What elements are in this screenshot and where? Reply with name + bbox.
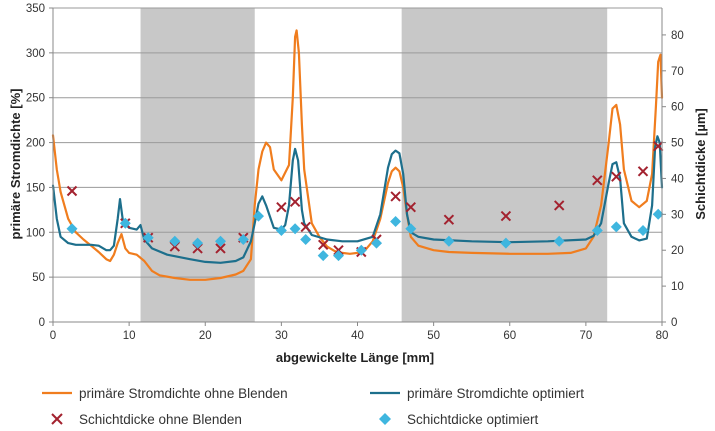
diamond-marker-24	[652, 208, 664, 220]
legend-label-teal-line: primäre Stromdichte optimiert	[407, 386, 584, 401]
y-tick-label-right-10: 10	[671, 281, 684, 293]
x-tick-label-30: 30	[275, 330, 288, 342]
y-tick-label-right-40: 40	[671, 173, 684, 185]
x-tick-label-70: 70	[579, 330, 592, 342]
diamond-marker-23	[637, 225, 649, 236]
y-tick-label-right-0: 0	[671, 317, 677, 329]
cross-marker-15	[390, 191, 401, 202]
series-line-2	[51, 135, 664, 264]
legend-swatch-diamond-marker	[379, 413, 391, 425]
legend-swatch-cross-marker	[51, 413, 63, 425]
x-axis-title: abgewickelte Länge [mm]	[276, 350, 434, 365]
legend-label-diamond: Schichtdicke optimiert	[407, 412, 539, 427]
cross-marker-9	[289, 196, 301, 208]
diamond-marker-18	[443, 235, 455, 247]
y-tick-label-right-60: 60	[671, 102, 684, 114]
cross-marker-16	[405, 201, 417, 213]
cross-marker-20	[592, 175, 603, 186]
y-tick-label-right-50: 50	[671, 138, 684, 150]
x-tick-label-60: 60	[503, 330, 516, 342]
cross-marker-18	[500, 210, 512, 222]
y-tick-label-left-0: 0	[39, 317, 45, 329]
series-line-1	[51, 29, 664, 281]
diamond-marker-11	[300, 234, 312, 245]
diamond-marker-9	[275, 225, 287, 236]
x-tick-label-20: 20	[199, 330, 212, 342]
diamond-marker-19	[500, 237, 512, 249]
cross-marker-10	[300, 221, 311, 233]
y-tick-label-right-80: 80	[671, 30, 684, 42]
x-tick-label-40: 40	[351, 330, 364, 342]
diamond-marker-8	[253, 210, 264, 222]
cross-marker-23	[652, 140, 664, 152]
y-tick-label-left-250: 250	[26, 93, 45, 105]
diamond-marker-21	[591, 225, 603, 236]
diamond-marker-16	[390, 216, 402, 227]
cross-marker-6	[215, 243, 226, 254]
legend-item-teal-line: primäre Stromdichte optimiert	[370, 386, 584, 401]
diamond-marker-6	[215, 235, 226, 247]
y-tick-label-left-300: 300	[26, 48, 45, 60]
cross-marker-11	[317, 239, 329, 251]
y-tick-label-left-200: 200	[26, 138, 45, 150]
y-tick-label-left-350: 350	[26, 3, 45, 15]
legend-label-orange-line: primäre Stromdichte ohne Blenden	[79, 386, 288, 401]
diamond-marker-10	[289, 223, 301, 235]
diamond-marker-7	[237, 234, 249, 245]
diamond-marker-5	[192, 237, 204, 249]
y-tick-label-left-100: 100	[26, 227, 45, 239]
y-tick-label-right-20: 20	[671, 245, 684, 257]
diamond-marker-20	[553, 235, 565, 247]
legend-item-diamond: Schichtdicke optimiert	[379, 412, 539, 427]
x-tick-label-10: 10	[123, 330, 136, 342]
y-axis-title-right: Schichtdicke [µm]	[693, 108, 708, 220]
legend-item-cross: Schichtdicke ohne Blenden	[51, 412, 242, 427]
gridlines	[53, 7, 662, 278]
x-tick-label-80: 80	[656, 330, 669, 342]
cross-marker-1	[66, 185, 78, 197]
diamond-marker-2	[119, 217, 131, 229]
tick-labels: 0 10 20 30 40 50 60 70 8005010015020025030035001…	[26, 3, 684, 342]
shaded-region-1	[140, 8, 255, 322]
legend: primäre Stromdichte ohne Blenden primäre…	[42, 386, 584, 427]
shaded-regions	[140, 8, 608, 322]
diamond-marker-15	[371, 237, 382, 249]
y-tick-label-left-50: 50	[32, 272, 45, 284]
y-tick-label-right-30: 30	[671, 209, 684, 221]
y-tick-label-left-150: 150	[26, 182, 45, 194]
diamond-marker-22	[610, 221, 622, 233]
diamond-marker-12	[317, 250, 329, 262]
diamond-marker-1	[66, 223, 78, 235]
diamond-marker-17	[405, 223, 417, 235]
series-markers	[66, 140, 664, 262]
legend-label-cross: Schichtdicke ohne Blenden	[79, 412, 242, 427]
cross-marker-21	[611, 171, 622, 182]
axes	[49, 7, 666, 326]
y-axis-title-left: primäre Stromdichte [%]	[8, 89, 23, 240]
diamond-marker-14	[355, 244, 367, 256]
shaded-region-2	[401, 8, 608, 322]
diamond-marker-3	[142, 232, 154, 244]
cross-marker-17	[443, 214, 455, 225]
y-tick-label-right-70: 70	[671, 66, 684, 78]
cross-marker-8	[276, 201, 287, 213]
diamond-marker-4	[169, 235, 181, 247]
legend-item-orange-line: primäre Stromdichte ohne Blenden	[42, 386, 288, 401]
cross-marker-22	[637, 166, 649, 177]
x-tick-label-50: 50	[427, 330, 440, 342]
diamond-marker-13	[333, 250, 344, 262]
x-tick-label-0: 0	[50, 330, 56, 342]
cross-marker-19	[553, 200, 565, 211]
series-lines	[51, 29, 664, 281]
